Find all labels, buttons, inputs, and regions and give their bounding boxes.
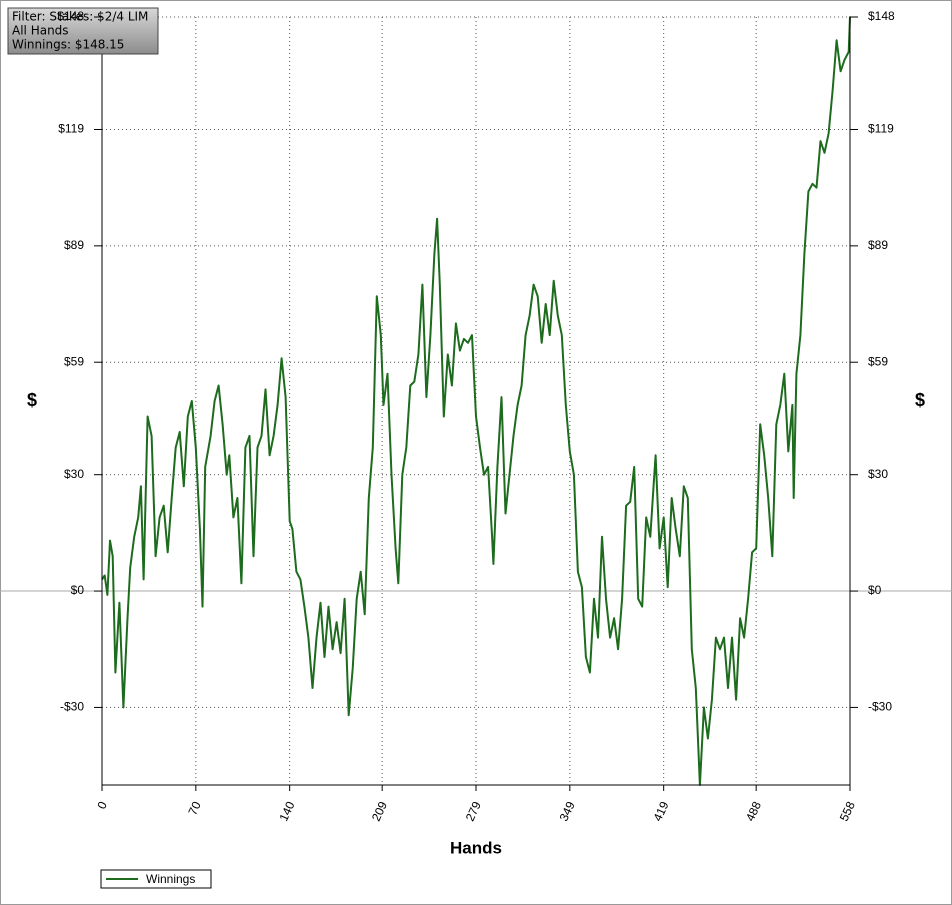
y-tick-label: $148 [57, 9, 84, 23]
legend [100, 869, 212, 889]
y-tick-label: $89 [868, 238, 888, 252]
y-tick-label: $89 [64, 238, 84, 252]
y-tick-label: $30 [868, 467, 888, 481]
info-line: Filter: Stakes: $2/4 LIM [12, 10, 148, 24]
y-tick-label: $119 [58, 122, 84, 136]
y-axis-title-right: $ [915, 390, 925, 410]
y-tick-label: $59 [868, 354, 888, 368]
info-box [7, 7, 159, 55]
y-tick-label: $59 [64, 354, 84, 368]
y-tick-label: $148 [868, 9, 895, 23]
y-tick-label: $30 [64, 467, 84, 481]
y-tick-label: $0 [71, 583, 85, 597]
y-tick-label: $0 [868, 583, 882, 597]
legend-label: Winnings [146, 872, 195, 886]
x-tick-label: 70 [185, 799, 203, 817]
y-tick-label: -$30 [60, 700, 84, 714]
x-axis-title: Hands [450, 838, 502, 857]
info-line: Winnings: $148.15 [12, 38, 124, 52]
y-tick-label: -$30 [868, 700, 892, 714]
line-series [101, 16, 851, 786]
y-tick-label: $119 [868, 122, 894, 136]
y-axis-title: $ [27, 390, 37, 410]
info-line: All Hands [12, 24, 69, 38]
